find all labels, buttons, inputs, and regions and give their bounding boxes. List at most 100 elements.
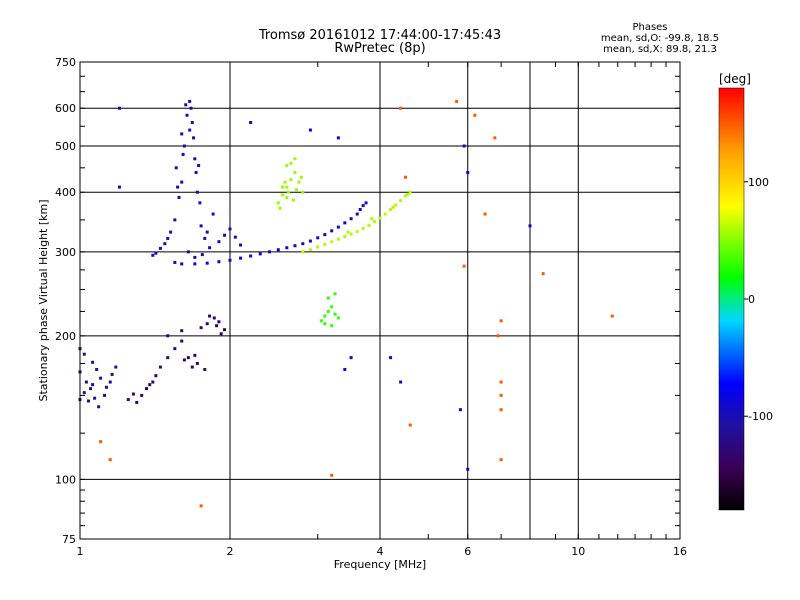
data-point: [99, 440, 103, 444]
data-point: [289, 161, 293, 165]
data-point: [188, 99, 192, 103]
data-point: [145, 387, 149, 391]
data-point: [126, 398, 130, 402]
data-point: [117, 106, 121, 110]
data-point: [285, 195, 289, 199]
data-point: [373, 220, 377, 224]
data-point: [289, 178, 293, 182]
data-point: [215, 324, 219, 328]
data-point: [208, 246, 212, 250]
data-point: [188, 128, 192, 132]
data-point: [293, 244, 297, 248]
data-point: [399, 199, 403, 203]
data-point: [528, 224, 532, 228]
data-point: [466, 170, 470, 174]
data-point: [358, 207, 362, 211]
data-point: [194, 170, 198, 174]
data-point: [86, 399, 90, 403]
data-point: [336, 225, 340, 229]
data-point: [343, 367, 347, 371]
data-point: [217, 320, 221, 324]
chart-title-line2: RwPretec (8p): [334, 41, 426, 56]
data-point: [91, 360, 95, 364]
data-point: [93, 396, 97, 400]
data-point: [228, 258, 232, 262]
data-point: [154, 251, 158, 255]
data-point: [151, 380, 155, 384]
data-point: [389, 356, 393, 360]
data-point: [301, 242, 305, 246]
data-point: [336, 136, 340, 140]
data-point: [343, 235, 347, 239]
data-point: [326, 309, 330, 313]
data-point: [330, 240, 334, 244]
data-point: [455, 99, 459, 103]
data-point: [499, 458, 503, 462]
data-point: [190, 121, 194, 125]
data-point: [108, 458, 112, 462]
data-point: [364, 201, 368, 205]
data-point: [466, 467, 470, 471]
data-point: [399, 106, 403, 110]
data-point: [378, 216, 382, 220]
data-point: [462, 144, 466, 148]
data-point: [483, 212, 487, 216]
data-point: [195, 361, 199, 365]
data-point: [286, 190, 290, 194]
data-point: [349, 217, 353, 221]
data-point: [205, 230, 209, 234]
data-point: [104, 385, 108, 389]
data-point: [323, 322, 327, 326]
data-point: [330, 229, 334, 233]
data-point: [499, 380, 503, 384]
data-point: [330, 324, 334, 328]
data-point: [541, 272, 545, 276]
x-tick-label: 4: [377, 545, 384, 558]
data-point: [346, 230, 350, 234]
data-point: [316, 245, 320, 249]
data-point: [399, 380, 403, 384]
y-tick-label: 200: [55, 330, 76, 343]
data-point: [458, 408, 462, 412]
data-point: [193, 353, 197, 357]
data-point: [462, 264, 466, 268]
phases-mean-o: mean, sd,O: -99.8, 18.5: [600, 33, 720, 44]
data-point: [349, 232, 353, 236]
data-point: [493, 136, 497, 140]
y-tick-label: 600: [55, 102, 76, 115]
chart-title-line1: Tromsø 20161012 17:44:00-17:45:43: [258, 28, 502, 43]
data-point: [499, 408, 503, 412]
data-point: [295, 188, 299, 192]
data-point: [193, 157, 197, 161]
data-point: [408, 190, 412, 194]
data-point: [180, 132, 184, 136]
data-point: [349, 356, 353, 360]
y-tick-label: 750: [55, 56, 76, 69]
data-point: [383, 212, 387, 216]
data-points: [78, 99, 614, 508]
data-point: [355, 229, 359, 233]
data-point: [239, 243, 243, 247]
colorbar-ticks: [deg] 100 0 -100: [719, 72, 773, 423]
colorbar-tick-label: 0: [748, 293, 755, 306]
data-point: [180, 339, 184, 343]
data-point: [180, 262, 184, 266]
data-point: [212, 316, 216, 320]
data-point: [258, 252, 262, 256]
data-point: [108, 380, 112, 384]
data-point: [198, 201, 202, 205]
data-point: [323, 233, 327, 237]
data-point: [151, 253, 155, 257]
data-point: [173, 218, 177, 222]
data-point: [291, 198, 295, 202]
data-point: [361, 204, 365, 208]
data-point: [333, 292, 337, 296]
data-point: [186, 356, 190, 360]
data-point: [176, 185, 180, 189]
data-point: [293, 170, 297, 174]
data-point: [370, 217, 374, 221]
data-point: [267, 250, 271, 254]
data-point: [285, 164, 289, 168]
x-tick-label: 6: [464, 545, 471, 558]
